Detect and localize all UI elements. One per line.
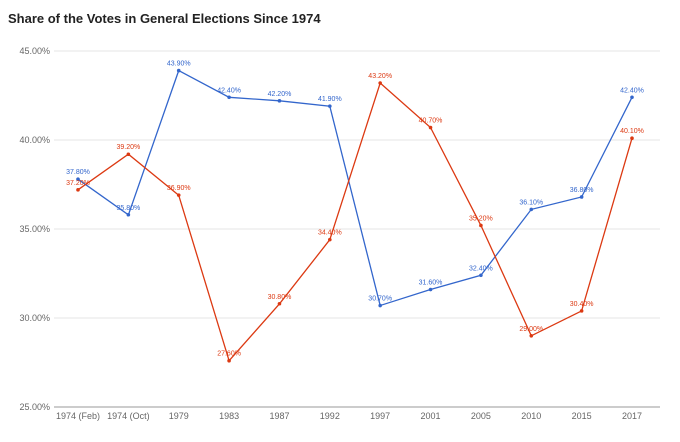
- data-label: 41.90%: [318, 96, 342, 103]
- data-point: [428, 125, 433, 130]
- data-labels: 37.80% 35.80% 43.90% 42.40% 42.20% 41.90% 30.7…: [66, 61, 644, 358]
- data-point: [227, 95, 231, 100]
- data-point: [479, 273, 483, 278]
- data-label: 30.40%: [570, 301, 594, 308]
- data-point: [277, 301, 282, 306]
- data-label: 35.80%: [116, 205, 140, 212]
- x-tick-label: 2017: [622, 411, 642, 421]
- data-label: 37.80%: [66, 169, 90, 176]
- series-line-conservative: [77, 69, 633, 307]
- data-point: [630, 136, 634, 141]
- x-axis-ticks: 1974 (Feb) 1974 (Oct) 1979 1983 1987 1992 1997…: [56, 411, 642, 421]
- y-tick-label: 25.00%: [19, 402, 50, 412]
- x-tick-label: 1987: [269, 411, 289, 421]
- data-label: 36.90%: [167, 185, 191, 192]
- data-label: 30.80%: [268, 294, 292, 301]
- data-point: [76, 188, 80, 192]
- series-line-labour: [77, 81, 633, 363]
- data-point: [328, 104, 332, 108]
- data-label: 30.70%: [368, 296, 392, 303]
- x-tick-label: 2010: [521, 411, 541, 421]
- data-point: [227, 358, 231, 363]
- x-tick-label: 1974 (Feb): [56, 411, 100, 421]
- data-label: 40.10%: [620, 128, 644, 135]
- y-tick-label: 35.00%: [19, 224, 50, 234]
- series-lines: [77, 69, 633, 363]
- x-tick-label: 1992: [320, 411, 340, 421]
- chart-title: Share of the Votes in General Elections …: [8, 11, 321, 26]
- data-label: 32.40%: [469, 265, 493, 272]
- data-label: 40.70%: [419, 118, 443, 125]
- data-point: [76, 177, 80, 181]
- data-label: 27.60%: [217, 351, 241, 358]
- x-tick-label: 2001: [421, 411, 441, 421]
- data-label: 43.90%: [167, 61, 191, 68]
- data-point: [126, 152, 131, 157]
- data-label: 42.40%: [217, 87, 241, 94]
- y-tick-label: 40.00%: [19, 135, 50, 145]
- data-point: [579, 309, 584, 313]
- data-point: [529, 207, 534, 212]
- data-point: [378, 81, 382, 85]
- series-points: [76, 68, 634, 363]
- x-tick-label: 2015: [572, 411, 592, 421]
- x-tick-label: 1983: [219, 411, 239, 421]
- data-label: 36.10%: [519, 199, 543, 206]
- data-label: 31.60%: [419, 280, 443, 287]
- data-point: [176, 193, 181, 197]
- data-point: [630, 95, 634, 100]
- x-tick-label: 1974 (Oct): [107, 411, 150, 421]
- data-label: 42.20%: [268, 91, 292, 98]
- data-label: 35.20%: [469, 215, 493, 222]
- data-point: [378, 303, 382, 308]
- data-point: [479, 223, 483, 228]
- x-tick-label: 1979: [169, 411, 189, 421]
- y-tick-label: 30.00%: [19, 313, 50, 323]
- gridlines: [54, 50, 660, 408]
- y-axis-ticks: 25.00% 30.00% 35.00% 40.00% 45.00%: [19, 46, 50, 412]
- data-point: [126, 212, 131, 217]
- data-point: [529, 334, 534, 338]
- data-label: 42.40%: [620, 87, 644, 94]
- data-label: 36.80%: [570, 187, 594, 194]
- x-tick-label: 1997: [370, 411, 390, 421]
- data-point: [277, 99, 282, 103]
- x-tick-label: 2005: [471, 411, 491, 421]
- data-point: [579, 195, 584, 199]
- data-label: 39.20%: [116, 144, 140, 151]
- data-label: 34.40%: [318, 230, 342, 237]
- data-point: [328, 237, 332, 242]
- data-label: 43.20%: [368, 73, 392, 80]
- data-point: [428, 287, 433, 292]
- y-tick-label: 45.00%: [19, 46, 50, 56]
- data-point: [176, 68, 181, 73]
- data-label: 29.00%: [519, 326, 543, 333]
- data-label: 37.20%: [66, 180, 90, 187]
